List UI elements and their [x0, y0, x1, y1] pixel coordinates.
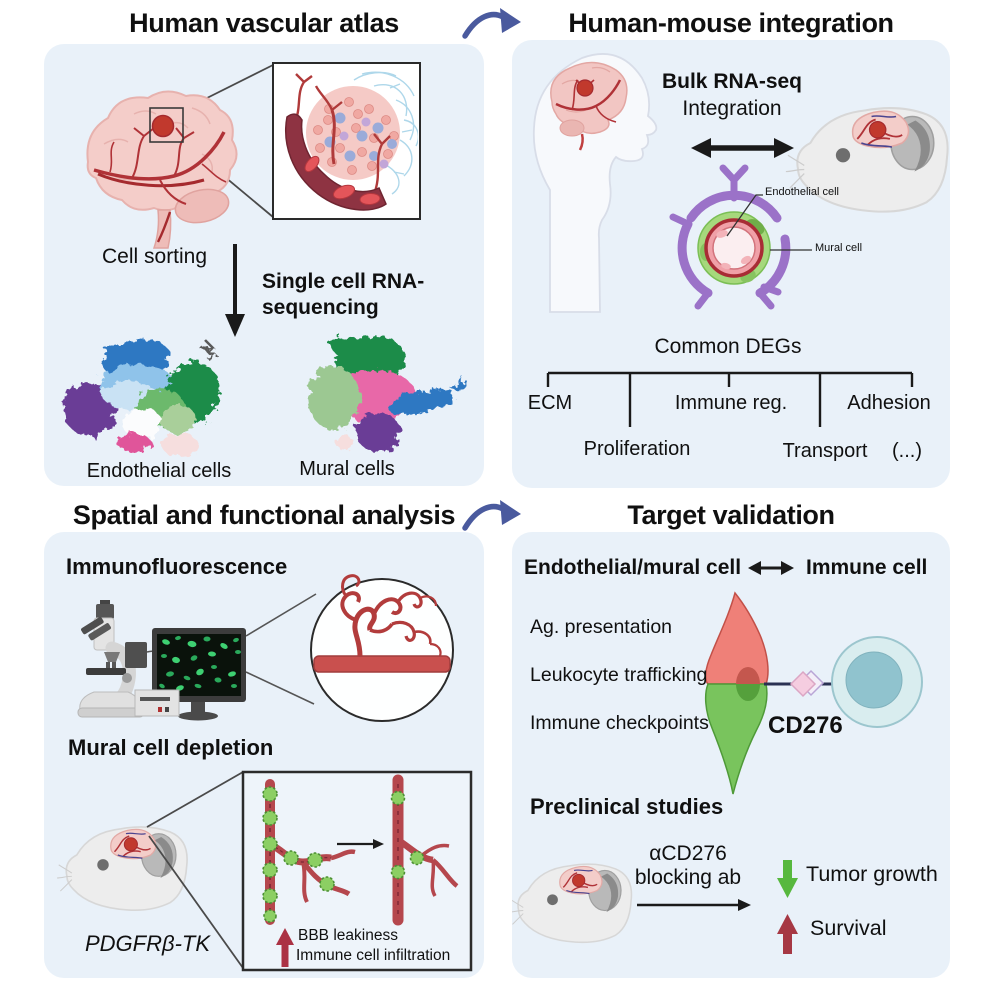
controller-box	[125, 642, 147, 668]
cell-sorting-label: Cell sorting	[102, 245, 208, 268]
mouse-icon	[512, 863, 633, 944]
vessel-cross-section	[669, 164, 812, 310]
vessel-tree-after	[390, 774, 459, 926]
immune-infiltration-label: Immune cell infiltration	[296, 947, 451, 964]
immune-cell-illustration	[831, 636, 923, 728]
integration-title: Human-mouse integration	[568, 8, 894, 38]
endothelial-mural-label: Endothelial/mural cell	[524, 556, 742, 579]
umap-endothelial	[63, 338, 220, 457]
blood-vessel-crescent	[285, 113, 387, 211]
umap-mural	[308, 335, 466, 452]
human-head-illustration	[532, 53, 658, 313]
deg-more: (...)	[892, 440, 922, 462]
transition-arrow-icon	[337, 839, 384, 849]
function-ag-presentation: Ag. presentation	[530, 616, 673, 638]
mural-depletion-label: Mural cell depletion	[68, 735, 274, 760]
function-immune-checkpoints: Immune checkpoints	[530, 712, 709, 734]
umap-endothelial-label: Endothelial cells	[86, 460, 232, 482]
integration-sub-label: Integration	[682, 97, 782, 120]
cd276-bond	[764, 669, 844, 698]
microscope-icon	[77, 600, 145, 718]
immunofluorescence-label: Immunofluorescence	[66, 554, 288, 579]
magnifier-lines	[146, 771, 244, 969]
vessel-tree-before	[262, 779, 356, 925]
deg-proliferation: Proliferation	[583, 438, 691, 460]
mural-cell-label: Mural cell	[815, 242, 863, 254]
atlas-title: Human vascular atlas	[129, 8, 399, 38]
tumor-cells	[313, 97, 399, 175]
cd276-label: CD276	[768, 712, 843, 739]
monitor-icon	[152, 628, 246, 721]
brain-illustration	[86, 90, 238, 249]
endothelial-mural-cell-illustration	[704, 591, 769, 795]
zoom-square	[149, 107, 184, 143]
vessel-web	[353, 71, 418, 195]
preclinical-label: Preclinical studies	[530, 794, 724, 819]
scrnaseq-label-line1: Single cell RNA-	[262, 270, 425, 293]
panel-human-mouse-integration: Bulk RNA-seq Integration Endothelial cel…	[512, 40, 950, 488]
blocking-ab-line2: blocking ab	[634, 866, 742, 889]
survival-label: Survival	[810, 916, 887, 940]
flow-arrow-top-icon	[462, 8, 521, 39]
vessel-circle-inset	[310, 574, 454, 722]
bulk-rnaseq-label: Bulk RNA-seq	[661, 70, 803, 93]
vessel-tuft	[340, 574, 442, 657]
validation-title: Target validation	[627, 500, 835, 530]
down-arrow-icon	[225, 244, 245, 337]
deg-ecm: ECM	[527, 392, 573, 414]
panel-target-validation: Endothelial/mural cell Immune cell Ag. p…	[512, 532, 950, 978]
double-arrow-icon	[691, 138, 794, 158]
panel-human-vascular-atlas: Cell sorting Single cell RNA- sequencing…	[44, 44, 484, 486]
double-arrow-small-icon	[748, 561, 794, 575]
immune-cell-label: Immune cell	[806, 556, 928, 579]
deg-adhesion: Adhesion	[847, 392, 931, 414]
up-arrow-red-icon	[276, 928, 294, 967]
mouse-icon	[57, 826, 188, 912]
deg-transport: Transport	[782, 440, 868, 462]
bbb-leakiness-label: BBB leakiness	[298, 927, 398, 944]
up-arrow-red-icon	[777, 914, 798, 954]
common-degs-label: Common DEGs	[654, 335, 802, 358]
receptor-diamond-front	[789, 670, 817, 698]
magnifier-lines	[245, 593, 317, 705]
blocking-ab-line1: αCD276	[649, 842, 727, 865]
panel-spatial-functional: Immunofluorescence Mural cell depletion …	[44, 532, 484, 978]
deg-bracket	[546, 371, 914, 427]
function-leukocyte-trafficking: Leukocyte trafficking	[530, 664, 708, 686]
label-lines	[726, 194, 812, 251]
spatial-title: Spatial and functional analysis	[72, 500, 456, 530]
flow-arrow-bottom-icon	[462, 500, 521, 531]
tumor-growth-label: Tumor growth	[806, 862, 938, 886]
down-arrow-green-icon	[777, 860, 798, 898]
deg-immune-reg: Immune reg.	[674, 392, 788, 414]
instrument-box	[134, 689, 180, 717]
mouse-model-label: PDGFRβ-TK	[85, 931, 211, 956]
umap-mural-label: Mural cells	[299, 458, 395, 480]
red-blood-cells	[304, 155, 381, 206]
tumor-dot	[151, 114, 175, 138]
fluorescent-cells	[159, 635, 241, 691]
endothelial-cell-label: Endothelial cell	[765, 186, 839, 198]
scrnaseq-label-line2: sequencing	[262, 296, 379, 319]
mouse-icon	[785, 107, 949, 213]
treatment-arrow-icon	[637, 899, 751, 911]
tumor-vessel-inset	[272, 62, 421, 220]
